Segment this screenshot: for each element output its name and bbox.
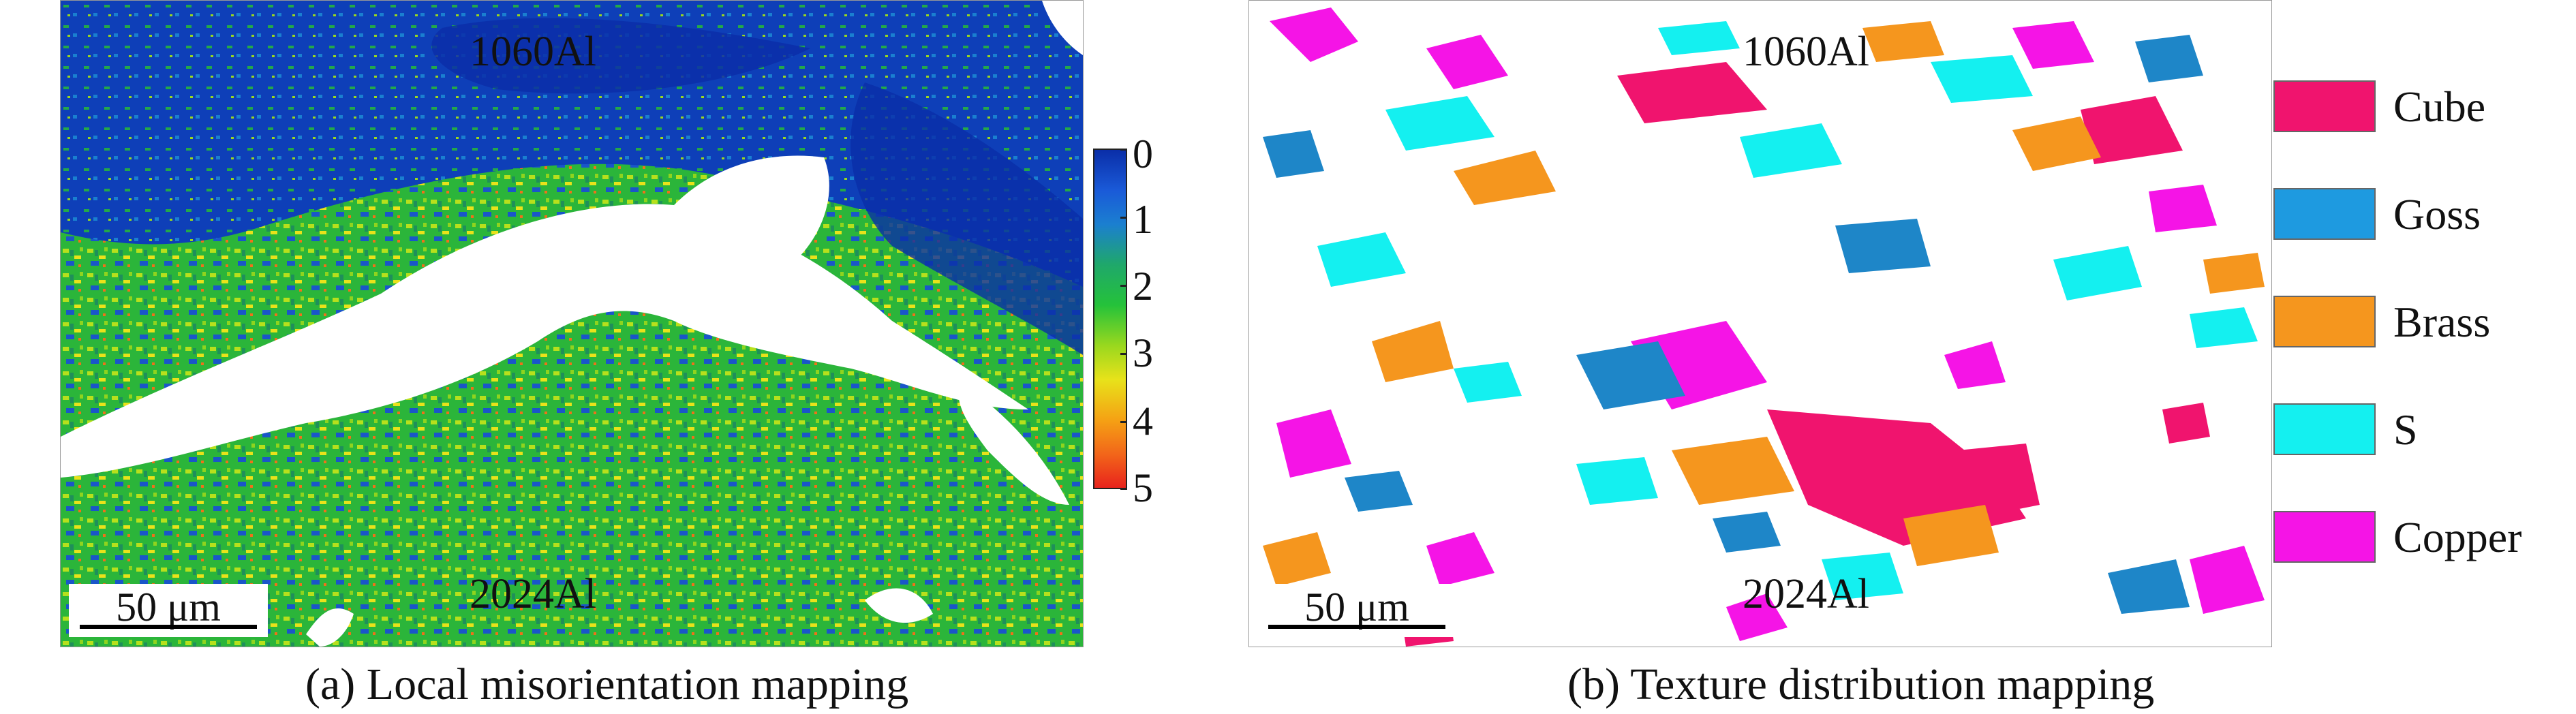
- legend-label-brass: Brass: [2393, 298, 2491, 346]
- scale-bar: 50 μm: [1257, 584, 1456, 637]
- region-label-2024al: 2024Al: [470, 571, 596, 617]
- colorbar-tick-1: 1: [1133, 197, 1153, 242]
- legend-swatch-cube: [2273, 80, 2376, 132]
- colorbar-tick-mark: [1120, 285, 1127, 287]
- colorbar-tick-mark: [1120, 488, 1127, 490]
- colorbar-tick-2: 2: [1133, 264, 1153, 309]
- legend-swatch-goss: [2273, 188, 2376, 240]
- legend-label-s: S: [2393, 405, 2418, 454]
- colorbar-tick-mark: [1120, 217, 1127, 219]
- region-label-1060al: 1060Al: [1743, 29, 1869, 75]
- legend-swatch-s: [2273, 403, 2376, 455]
- texture-map: 1060Al 2024Al 50 μm: [1248, 0, 2272, 647]
- legend-swatch-brass: [2273, 296, 2376, 347]
- legend-label-goss: Goss: [2393, 190, 2481, 238]
- colorbar-tick-5: 5: [1133, 465, 1153, 510]
- caption-a: (a) Local misorientation mapping: [305, 659, 909, 709]
- region-label-2024al: 2024Al: [1743, 571, 1869, 617]
- legend-label-copper: Copper: [2393, 513, 2522, 561]
- scale-bar-line: [80, 625, 257, 629]
- scale-bar: 50 μm: [69, 584, 268, 637]
- colorbar-tick-3: 3: [1133, 330, 1153, 375]
- colorbar-tick-mark: [1120, 149, 1127, 151]
- colorbar-tick-0: 0: [1133, 131, 1153, 176]
- scale-bar-label: 50 μm: [1304, 585, 1409, 630]
- region-label-1060al: 1060Al: [470, 29, 596, 75]
- texture-map-image: [1249, 1, 2271, 647]
- colorbar-tick-mark: [1120, 353, 1127, 355]
- colorbar-tick-4: 4: [1133, 399, 1153, 444]
- legend-label-cube: Cube: [2393, 82, 2486, 131]
- caption-b: (b) Texture distribution mapping: [1567, 659, 2155, 709]
- misorientation-map: 1060Al 2024Al 50 μm: [60, 0, 1084, 647]
- scale-bar-line: [1268, 625, 1445, 629]
- misorientation-map-image: [61, 1, 1083, 647]
- colorbar-tick-mark: [1120, 421, 1127, 423]
- misorientation-colorbar: [1093, 149, 1127, 489]
- scale-bar-label: 50 μm: [116, 585, 221, 630]
- legend-swatch-copper: [2273, 511, 2376, 563]
